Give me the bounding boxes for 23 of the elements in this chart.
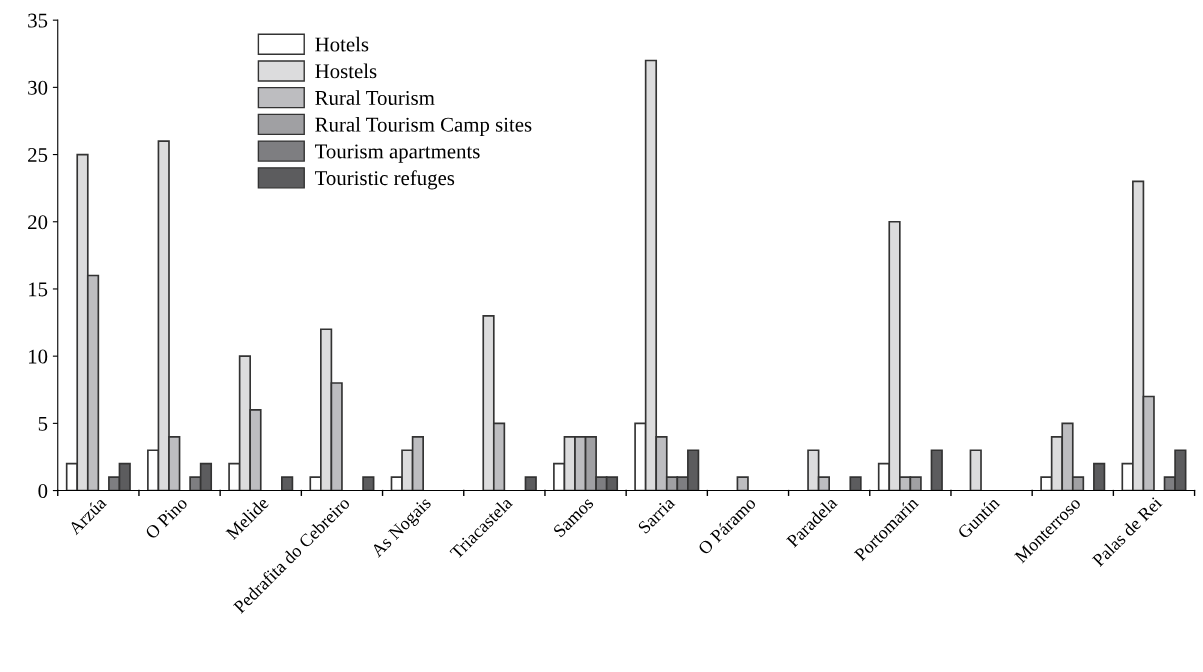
bar xyxy=(1093,462,1106,491)
y-tick-label: 30 xyxy=(28,80,48,95)
bar xyxy=(362,476,375,491)
bar xyxy=(736,476,749,491)
legend-label: Touristic refuges xyxy=(315,170,455,190)
y-tick-label: 10 xyxy=(29,349,48,364)
bar xyxy=(969,449,982,491)
y-tick-label: 35 xyxy=(28,13,48,28)
legend-label: Hostels xyxy=(315,63,377,79)
legend-label: Rural Tourism Camp sites xyxy=(315,117,532,136)
bar xyxy=(524,476,537,491)
y-tick-label: 0 xyxy=(38,483,48,498)
bar xyxy=(849,476,862,491)
x-tick-label: O Pino xyxy=(144,496,189,540)
bar xyxy=(281,476,294,491)
y-tick-label: 15 xyxy=(29,282,48,297)
y-tick-label: 20 xyxy=(28,215,48,230)
legend-label: Rural Tourism xyxy=(315,90,435,105)
y-tick-label: 25 xyxy=(28,147,48,162)
bar xyxy=(930,449,943,491)
legend-label: Hotels xyxy=(315,36,369,52)
legend-label: Tourism apartments xyxy=(315,144,480,163)
y-tick-label: 5 xyxy=(38,416,48,431)
